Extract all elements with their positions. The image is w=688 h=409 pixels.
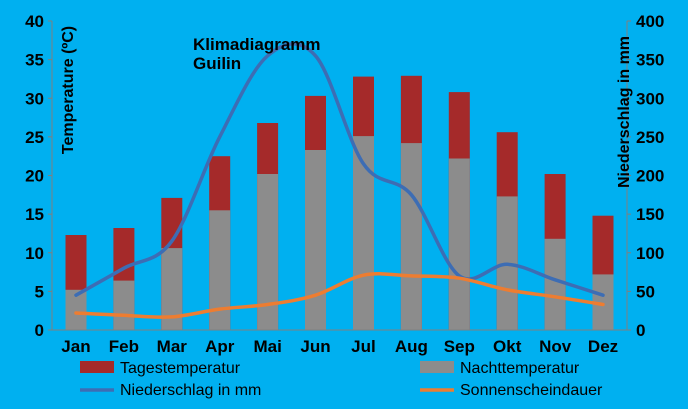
line-sonnenscheindauer [74,272,605,319]
x-tick-label-jan: Jan [61,337,90,356]
bar-nachttemperatur-jul [353,136,374,330]
chart-title-line-1: Klimadiagramm [193,35,321,54]
y2-tick-label: 200 [636,167,664,186]
legend-item-niederschlag-in-mm: Niederschlag in mm [80,382,261,399]
y-axis-title: Temperature (ºC) [60,26,77,154]
bar-nachttemperatur-apr [209,210,231,330]
bar-nachttemperatur-sep [448,158,470,330]
legend-item-tagestemperatur: Tagestemperatur [80,360,241,377]
x-tick-label-okt: Okt [493,337,522,356]
x-tick-label-jul: Jul [351,337,376,356]
y-tick-label: 15 [25,205,44,224]
bar-nachttemperatur-dez [592,274,614,330]
legend-label: Niederschlag in mm [120,382,261,399]
x-tick-label-feb: Feb [109,337,139,356]
y-tick-label: 30 [25,89,44,108]
y-tick-label: 40 [25,12,44,31]
x-tick-label-sep: Sep [444,337,475,356]
y-tick-label: 5 [35,282,44,301]
bar-nachttemperatur-mai [257,174,279,330]
bar-nachttemperatur-feb [113,280,135,330]
legend-swatch [420,361,454,373]
x-tick-label-mai: Mai [253,337,281,356]
y2-tick-label: 50 [636,282,655,301]
x-tick-label-apr: Apr [205,337,235,356]
y2-tick-label: 150 [636,205,664,224]
bar-nachttemperatur-mar [161,248,183,330]
legend-label: Tagestemperatur [120,360,241,377]
bar-nachttemperatur-nov [544,238,566,330]
bar-nachttemperatur-aug [400,143,422,330]
x-tick-label-dez: Dez [588,337,618,356]
y2-tick-label: 400 [636,12,664,31]
x-tick-label-mar: Mar [157,337,188,356]
y2-tick-label: 250 [636,128,664,147]
y-tick-label: 25 [25,128,44,147]
y-tick-label: 20 [25,167,44,186]
y2-tick-label: 0 [636,321,645,340]
x-tick-label-jun: Jun [300,337,330,356]
chart-title-line-2: Guilin [193,54,241,73]
legend-item-sonnenscheindauer: Sonnenscheindauer [420,382,603,399]
x-tick-label-aug: Aug [395,337,428,356]
legend-swatch [80,361,114,373]
y2-tick-label: 350 [636,51,664,70]
y-tick-label: 10 [25,244,44,263]
legend-label: Sonnenscheindauer [460,382,603,399]
y2-tick-label: 100 [636,244,664,263]
y-tick-label: 0 [35,321,44,340]
x-tick-label-nov: Nov [539,337,572,356]
line-niederschlag-in-mm [74,42,605,297]
y2-tick-label: 300 [636,89,664,108]
y-tick-label: 35 [25,51,44,70]
y2-axis-title: Niederschlag in mm [616,36,633,188]
bar-nachttemperatur-jan [65,289,87,330]
legend-label: Nachttemperatur [460,360,580,377]
bar-nachttemperatur-jun [305,150,326,330]
legend-item-nachttemperatur: Nachttemperatur [420,360,580,377]
